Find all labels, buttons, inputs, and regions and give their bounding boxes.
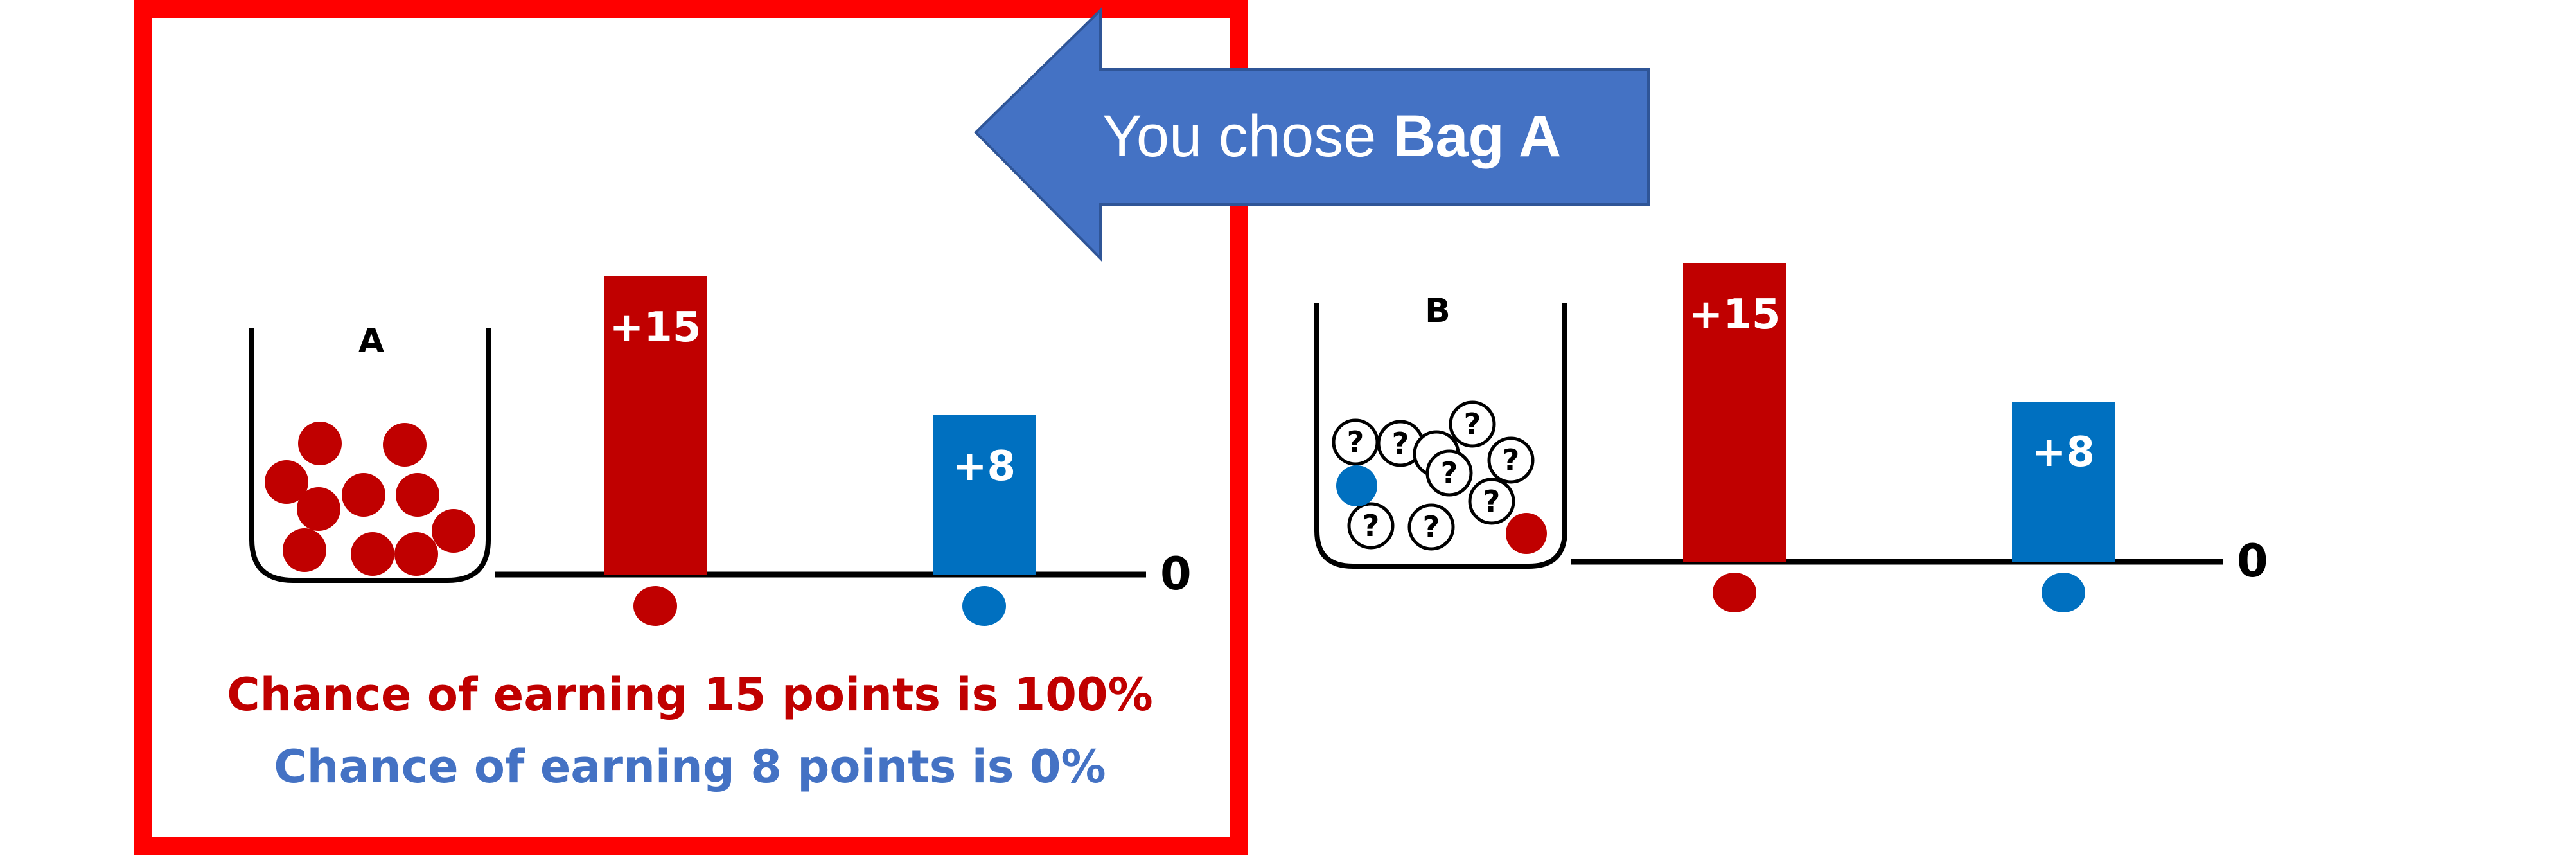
svg-text:?: ? bbox=[1441, 456, 1458, 490]
red-ball bbox=[342, 473, 385, 517]
baseline-a-zero: 0 bbox=[1160, 548, 1192, 600]
red-ball bbox=[297, 487, 340, 531]
bar-a-15 bbox=[604, 276, 707, 575]
unknown-ball bbox=[1407, 503, 1455, 551]
choice-arrow bbox=[974, 7, 1650, 262]
svg-text:?: ? bbox=[1464, 407, 1481, 442]
svg-text:?: ? bbox=[1392, 426, 1409, 461]
bar-b-15 bbox=[1683, 263, 1786, 562]
svg-text:?: ? bbox=[1483, 484, 1501, 519]
bag-b-outline bbox=[1314, 303, 1567, 569]
arrow-caption: You chose Bag A bbox=[1102, 107, 1561, 166]
bar-b-8-label: +8 bbox=[2031, 429, 2095, 476]
chance-blue-text: Chance of earning 8 points is 0% bbox=[274, 740, 1106, 793]
selection-frame bbox=[134, 0, 1248, 855]
blue-ball bbox=[1336, 465, 1377, 506]
svg-text:?: ? bbox=[1503, 443, 1520, 478]
unknown-ball bbox=[1425, 449, 1473, 497]
bag-b-balls bbox=[1332, 400, 1547, 554]
bar-b-8 bbox=[2012, 402, 2115, 562]
red-ball bbox=[1506, 513, 1547, 554]
bag-a-outline bbox=[249, 328, 491, 583]
bar-a-15-label: +15 bbox=[609, 304, 701, 352]
red-ball bbox=[383, 423, 427, 467]
outcome-ball-red-b bbox=[1713, 573, 1756, 612]
bar-b-15-label: +15 bbox=[1688, 291, 1781, 339]
bag-a-balls bbox=[265, 422, 475, 576]
red-ball bbox=[394, 532, 438, 576]
red-ball bbox=[283, 528, 326, 572]
red-ball bbox=[396, 473, 439, 517]
arrow-prefix: You chose bbox=[1102, 103, 1377, 169]
svg-text:?: ? bbox=[1347, 425, 1364, 460]
unknown-ball bbox=[1347, 502, 1395, 550]
red-ball bbox=[432, 509, 475, 553]
outcome-ball-red-a bbox=[633, 586, 677, 626]
chance-red-text: Chance of earning 15 points is 100% bbox=[227, 668, 1153, 721]
unknown-ball bbox=[1468, 478, 1515, 525]
unknown-ball bbox=[1487, 436, 1535, 484]
bar-a-8 bbox=[933, 415, 1036, 575]
bar-a-8-label: +8 bbox=[952, 443, 1016, 490]
baseline-b-zero: 0 bbox=[2237, 535, 2268, 587]
unknown-ball bbox=[1449, 400, 1496, 448]
red-ball bbox=[265, 460, 308, 504]
bag-a-label: A bbox=[358, 322, 385, 361]
red-ball bbox=[351, 532, 394, 576]
svg-text:?: ? bbox=[1423, 510, 1440, 544]
red-ball bbox=[298, 422, 342, 465]
outcome-ball-blue-b bbox=[2042, 573, 2085, 612]
unknown-ball-marks: ? ? ? ? ? ? ? ? bbox=[1347, 407, 1520, 544]
outcome-ball-blue-a bbox=[962, 586, 1006, 626]
svg-text:?: ? bbox=[1363, 508, 1380, 543]
bag-b-label: B bbox=[1425, 292, 1451, 330]
arrow-choice: Bag A bbox=[1392, 103, 1562, 169]
